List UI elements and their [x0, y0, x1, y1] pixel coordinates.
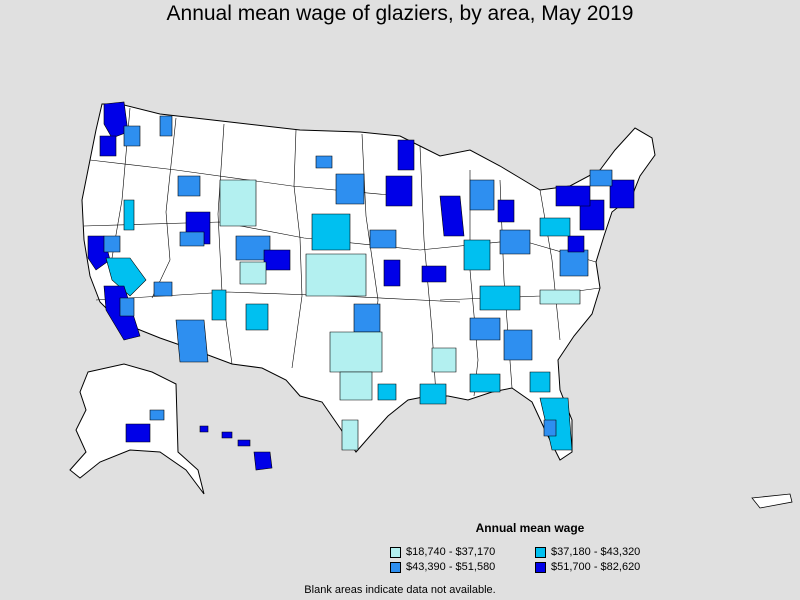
region-ne [589, 169, 613, 187]
region-oh [499, 229, 531, 255]
region-tn [469, 317, 501, 341]
region-chicago [439, 195, 465, 237]
region-wy [219, 179, 257, 227]
region-ky [479, 285, 521, 311]
region-nc [539, 289, 581, 305]
legend-item-2: $37,180 - $43,320 [535, 546, 640, 558]
region-co-south [239, 261, 267, 285]
region-pa [539, 217, 571, 237]
legend-item-3: $43,390 - $51,580 [390, 561, 495, 573]
region-ca-south [119, 297, 135, 317]
legend-swatch-1 [390, 546, 401, 558]
region-ks [305, 253, 367, 297]
legend-label-4: $51,700 - $82,620 [551, 561, 641, 573]
legend-title: Annual mean wage [475, 521, 585, 535]
region-in [463, 239, 491, 271]
legend-item-1: $18,740 - $37,170 [390, 546, 495, 558]
region-az3 [153, 281, 173, 297]
map-title: Annual mean wage of glaziers, by area, M… [166, 2, 634, 25]
region-ms [431, 347, 457, 373]
region-boston [609, 179, 635, 209]
region-nm [245, 303, 269, 331]
region-alaska-west [149, 409, 165, 421]
region-anchorage [125, 423, 151, 443]
region-mi [469, 179, 495, 211]
region-stl [421, 265, 447, 283]
legend-swatch-2 [535, 546, 546, 558]
legend-swatch-3 [390, 561, 401, 573]
hawaii-islands [199, 425, 273, 471]
legend-label-3: $43,390 - $51,580 [406, 561, 496, 573]
region-denver [263, 249, 291, 271]
region-dc [567, 235, 585, 253]
wage-regions [87, 101, 635, 451]
region-ia [369, 229, 397, 249]
legend-label-2: $37,180 - $43,320 [551, 546, 641, 558]
region-seattle [103, 101, 129, 139]
region-nv [123, 199, 135, 231]
region-kc [383, 259, 401, 287]
footnote: Blank areas indicate data not available. [304, 584, 496, 596]
region-sac [103, 235, 121, 253]
legend-label-1: $18,740 - $37,170 [406, 546, 496, 558]
region-tx-central [339, 371, 373, 401]
region-spokane [159, 115, 173, 137]
region-houston [377, 383, 397, 401]
puerto-rico-shape [751, 493, 793, 509]
legend-item-4: $51,700 - $82,620 [535, 561, 640, 573]
region-ok [353, 303, 381, 333]
region-ny [555, 185, 591, 207]
region-fl-north [529, 371, 551, 393]
region-fl-sw [543, 419, 557, 437]
region-ga [503, 329, 533, 361]
region-ut2 [179, 231, 205, 247]
region-boise [177, 175, 201, 197]
region-sd [311, 213, 351, 251]
region-la-state [419, 383, 447, 405]
region-wa-east [123, 125, 141, 147]
region-tx-north [329, 331, 383, 373]
region-detroit [497, 199, 515, 223]
region-nd [335, 173, 365, 205]
region-al [469, 373, 501, 393]
region-mn [385, 175, 413, 207]
region-az2 [211, 289, 227, 321]
region-az [175, 319, 209, 363]
region-nyc [579, 199, 605, 231]
region-portland [99, 135, 117, 157]
region-central-ca [105, 257, 147, 297]
region-wi [397, 139, 415, 171]
legend-swatch-4 [535, 561, 546, 573]
region-tx-south [341, 419, 359, 451]
region-mt [315, 155, 333, 169]
region-va [559, 249, 589, 277]
